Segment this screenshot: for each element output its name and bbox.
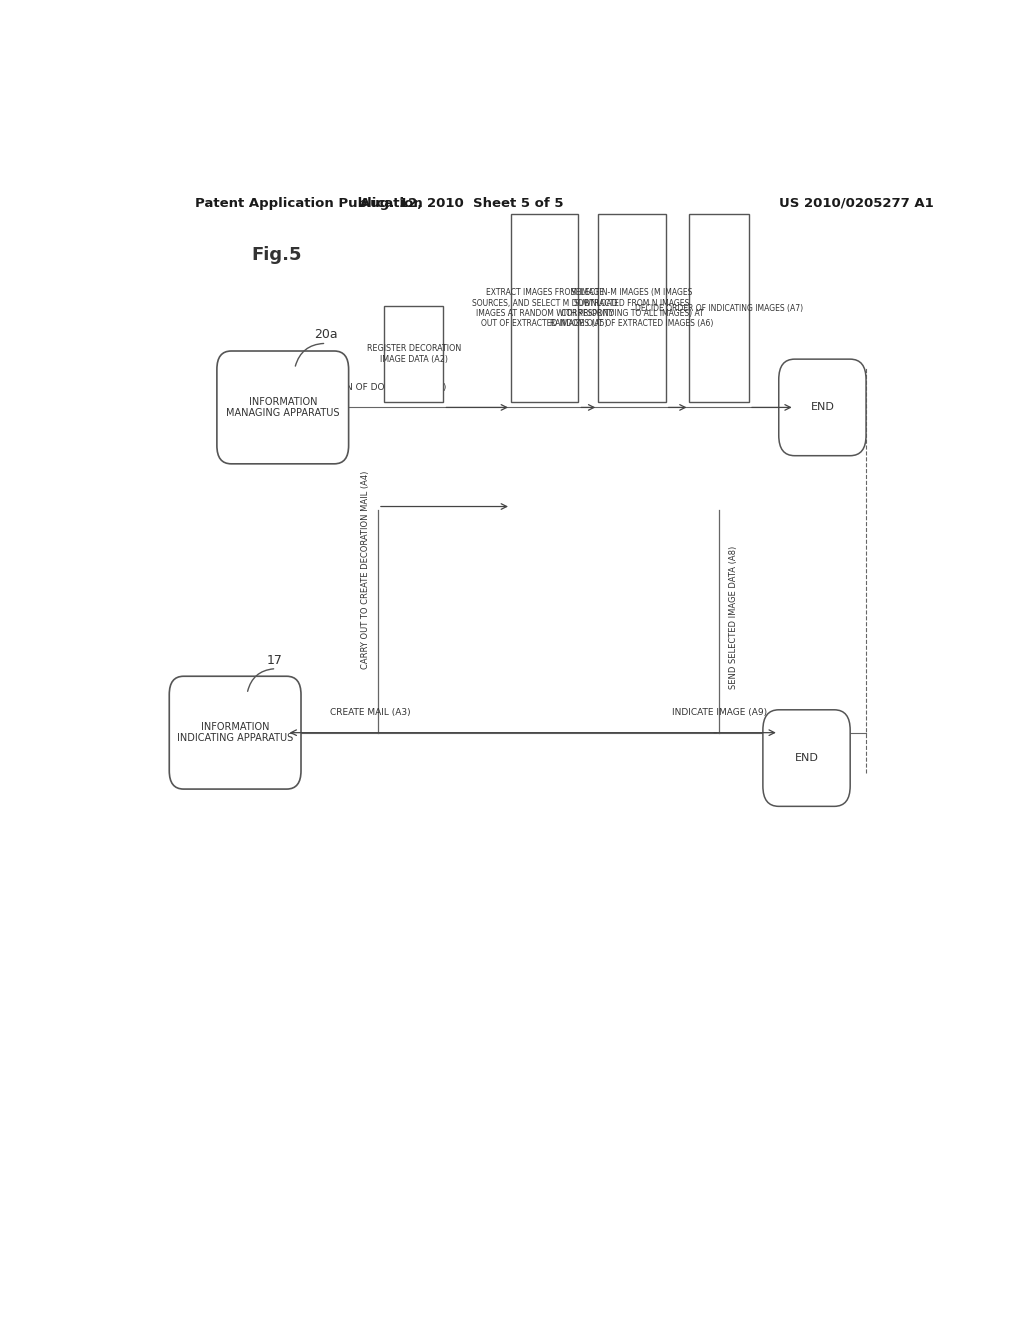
Text: INDICATE IMAGE (A9): INDICATE IMAGE (A9) [672,709,767,718]
Bar [689,214,749,403]
Text: END: END [810,403,835,412]
Text: INFORMATION
MANAGING APPARATUS: INFORMATION MANAGING APPARATUS [226,396,340,418]
Text: SEND SELECTED IMAGE DATA (A8): SEND SELECTED IMAGE DATA (A8) [729,545,737,689]
Text: COMPLETION OF DOWNLOAD (A1): COMPLETION OF DOWNLOAD (A1) [294,383,446,392]
Bar [511,214,579,403]
FancyBboxPatch shape [778,359,866,455]
FancyBboxPatch shape [217,351,348,463]
Bar [598,214,666,403]
FancyBboxPatch shape [763,710,850,807]
Text: REGISTER DECORATION
IMAGE DATA (A2): REGISTER DECORATION IMAGE DATA (A2) [367,345,461,364]
Text: 20a: 20a [314,329,338,342]
Text: Aug. 12, 2010  Sheet 5 of 5: Aug. 12, 2010 Sheet 5 of 5 [359,197,563,210]
Text: 17: 17 [267,653,283,667]
Text: CARRY OUT TO CREATE DECORATION MAIL (A4): CARRY OUT TO CREATE DECORATION MAIL (A4) [361,471,370,669]
Text: SELECT N-M IMAGES (M IMAGES
SUBTRACTED FROM N IMAGES
CORRESPONDING TO ALL IMAGES: SELECT N-M IMAGES (M IMAGES SUBTRACTED F… [550,288,714,329]
Text: Patent Application Publication: Patent Application Publication [196,197,423,210]
Text: END: END [795,754,818,763]
Bar [384,306,443,403]
Text: US 2010/0205277 A1: US 2010/0205277 A1 [778,197,934,210]
Text: Fig.5: Fig.5 [251,246,301,264]
FancyBboxPatch shape [169,676,301,789]
Text: CREATE MAIL (A3): CREATE MAIL (A3) [330,709,411,718]
Text: INFORMATION
INDICATING APPARATUS: INFORMATION INDICATING APPARATUS [177,722,293,743]
Text: EXTRACT IMAGES FROM IMAGE
SOURCES, AND SELECT M DOWNLOAD
IMAGES AT RANDOM WITH P: EXTRACT IMAGES FROM IMAGE SOURCES, AND S… [472,288,617,329]
Text: DECIDE ORDER OF INDICATING IMAGES (A7): DECIDE ORDER OF INDICATING IMAGES (A7) [635,304,803,313]
